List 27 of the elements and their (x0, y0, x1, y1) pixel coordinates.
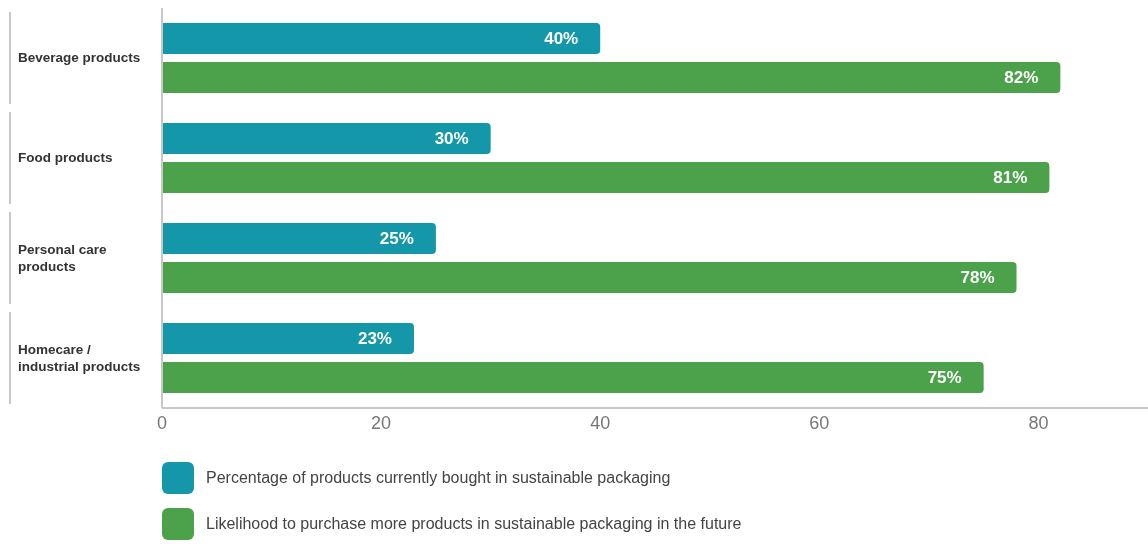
data-label: 23% (357, 329, 392, 348)
bar (162, 62, 1061, 93)
x-tick-label: 60 (809, 412, 830, 433)
data-label: 40% (544, 29, 579, 48)
data-label: 82% (1004, 68, 1039, 87)
x-tick-label: 20 (371, 412, 392, 433)
bar (162, 23, 601, 54)
y-tick-label: Beverage products (18, 49, 141, 65)
data-label: 75% (927, 368, 962, 387)
x-tick-label: 0 (156, 412, 168, 433)
x-tick-label: 40 (590, 412, 611, 433)
x-tick-label: 80 (1028, 412, 1049, 433)
bar (162, 162, 1050, 193)
legend-label: Percentage of products currently bought in sustainable packaging (206, 469, 671, 487)
bar (162, 323, 414, 354)
bar (162, 262, 1017, 293)
data-label: 78% (960, 268, 995, 287)
y-tick-label: Food products (18, 149, 113, 165)
y-tick-label: Personal care products (18, 241, 108, 274)
data-label: 81% (993, 168, 1028, 187)
data-label: 30% (434, 129, 469, 148)
bar (162, 223, 436, 254)
bar (162, 123, 491, 154)
bar (162, 362, 984, 393)
y-tick-label: Homecare / industrial products (18, 341, 141, 374)
data-label: 25% (379, 229, 414, 248)
legend-label: Likelihood to purchase more products in sustainable packaging in the future (206, 515, 742, 533)
